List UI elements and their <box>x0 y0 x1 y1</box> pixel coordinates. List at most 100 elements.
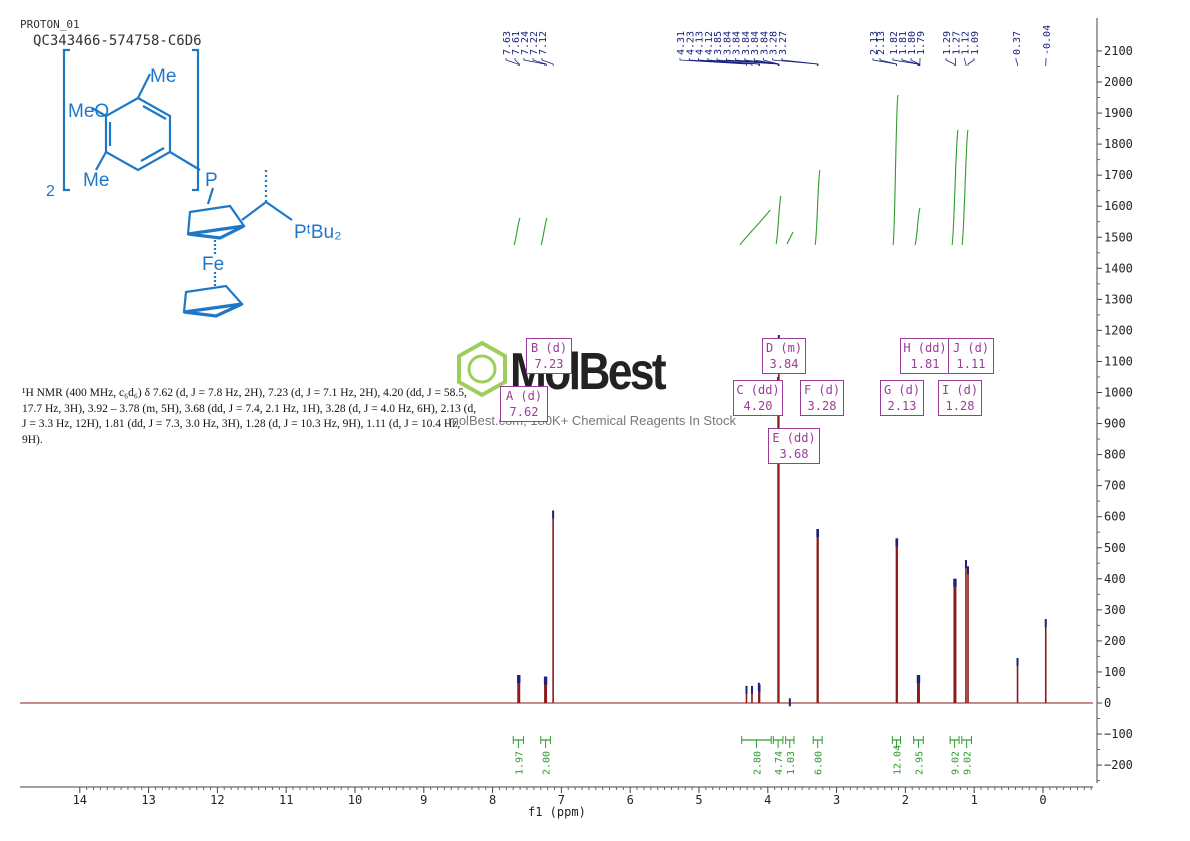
nmr-description: ¹H NMR (400 MHz, c₆d₆) δ 7.62 (d, J = 7.… <box>22 387 477 446</box>
y-tick-label: 1400 <box>1104 261 1133 275</box>
y-tick-label: 1100 <box>1104 354 1133 368</box>
peak-label: 7.12 <box>538 31 549 55</box>
peak-label-connector <box>707 58 760 66</box>
integral-curve <box>739 209 771 246</box>
multiplet-type: C (dd) <box>736 383 780 397</box>
peak-label-connector <box>901 58 919 66</box>
peak-label: 4.13 <box>695 31 706 55</box>
multiplet-box: D (m) 3.84 <box>762 338 806 374</box>
y-tick-label: 900 <box>1104 417 1126 431</box>
multiplet-type: F (d) <box>803 383 841 397</box>
x-axis: 14 13 12 11 10 9 8 7 6 5 4 3 2 1 0 <box>20 786 1093 807</box>
peak-label: 3.84 <box>722 31 733 55</box>
multiplet-box: G (d) 2.13 <box>880 380 924 416</box>
peak-label: 2.13 <box>876 31 887 55</box>
peak-label-connector <box>523 58 546 66</box>
peak-label: 4.23 <box>685 31 696 55</box>
integral-value: 2.80 <box>752 751 763 775</box>
x-tick-label: 6 <box>627 793 634 807</box>
peak-label: 1.12 <box>961 31 972 55</box>
multiplet-type: H (dd) <box>903 341 947 355</box>
multiplet-shift: 1.28 <box>945 399 975 413</box>
peak-label-connector <box>781 58 819 66</box>
multiplet-shift: 1.81 <box>910 357 940 371</box>
integral-value: 12.04 <box>892 745 903 775</box>
y-tick-label: −100 <box>1104 727 1133 741</box>
multiplet-shift: 3.84 <box>769 357 799 371</box>
x-tick-label: 14 <box>73 793 87 807</box>
x-tick-label: 2 <box>902 793 909 807</box>
y-tick-label: 1200 <box>1104 323 1133 337</box>
label-me-top: Me <box>150 66 176 87</box>
peak-label-connector <box>967 58 975 66</box>
y-tick-label: 1700 <box>1104 168 1133 182</box>
experiment-name: PROTON_01 <box>20 18 80 31</box>
peak-label-connector <box>1015 58 1018 66</box>
peak-label: 1.09 <box>970 31 981 55</box>
y-tick-label: 1600 <box>1104 199 1133 213</box>
multiplet-box: I (d) 1.28 <box>938 380 982 416</box>
peak-label: 7.61 <box>511 31 522 55</box>
peak-label: 3.27 <box>778 31 789 55</box>
x-tick-label: 12 <box>210 793 224 807</box>
peak-label-connector <box>514 58 520 66</box>
multiplet-box: C (dd) 4.20 <box>733 380 783 416</box>
peak-label: 0.37 <box>1012 31 1023 55</box>
integral-curve <box>961 129 969 246</box>
multiplet-shift: 3.68 <box>779 447 809 461</box>
multiplet-type: I (d) <box>941 383 979 397</box>
multiplet-type: J (d) <box>952 341 990 355</box>
x-tick-label: 5 <box>695 793 702 807</box>
peak-label: 7.24 <box>520 31 531 55</box>
multiplet-shift: 4.20 <box>743 399 773 413</box>
integral-value: 6.00 <box>814 751 825 775</box>
peak-label-group: 7.637.617.247.227.12 4.314.234.134.123.85… <box>502 25 1053 66</box>
multiplet-type: B (d) <box>530 341 568 355</box>
peak-label: 1.80 <box>907 31 918 55</box>
label-iron: Fe <box>202 254 224 275</box>
integral-markers: 1.97 2.00 2.80 4.74 1.03 6.00 12.04 2.95 9.02 9.0… <box>512 736 974 775</box>
y-tick-label: 1500 <box>1104 230 1133 244</box>
molecule-structure: Me MeO Me 2 P PᵗBu₂ Fe <box>46 48 341 318</box>
peak-label: 3.85 <box>713 31 724 55</box>
y-tick-label: 200 <box>1104 634 1126 648</box>
y-tick-label: 400 <box>1104 572 1126 586</box>
multiplet-shift: 2.13 <box>887 399 917 413</box>
x-tick-label: 9 <box>420 793 427 807</box>
peak-label: 1.82 <box>889 31 900 55</box>
watermark-tagline: molBest.com, 180K+ Chemical Reagents In … <box>448 413 736 428</box>
x-tick-label: 4 <box>764 793 771 807</box>
peak-label: 1.27 <box>951 31 962 55</box>
y-tick-label: 1800 <box>1104 137 1133 151</box>
y-tick-label: 100 <box>1104 665 1126 679</box>
integral-curve <box>540 217 548 246</box>
x-tick-label: 3 <box>833 793 840 807</box>
multiplet-type: D (m) <box>765 341 803 355</box>
peak-label-connector <box>964 58 967 66</box>
x-tick-label: 1 <box>971 793 978 807</box>
peak-label-connector <box>541 58 554 66</box>
y-tick-label: 1000 <box>1104 386 1133 400</box>
y-tick-label: 300 <box>1104 603 1126 617</box>
integral-value: 4.74 <box>774 751 785 775</box>
multiplet-shift: 7.23 <box>534 357 564 371</box>
label-meo: MeO <box>68 101 109 122</box>
multiplet-type: E (dd) <box>772 431 816 445</box>
y-tick-label: 0 <box>1104 696 1111 710</box>
spectrum-trace <box>20 335 1093 707</box>
integral-value: 2.00 <box>542 751 553 775</box>
peak-label: 4.12 <box>704 31 715 55</box>
peak-label-connector <box>679 58 747 66</box>
peak-label-connector <box>772 58 818 66</box>
multiplet-box: B (d) 7.23 <box>526 338 572 374</box>
peak-label: 3.84 <box>750 31 761 55</box>
y-tick-label: 2000 <box>1104 75 1133 89</box>
peak-label: 2.13 <box>869 31 880 55</box>
peak-label-connector <box>910 58 920 66</box>
peak-label: 1.29 <box>942 31 953 55</box>
peak-label: 7.22 <box>529 31 540 55</box>
peak-label: 1.79 <box>916 31 927 55</box>
peak-label-connector <box>505 58 519 66</box>
multiplet-shift: 3.28 <box>807 399 837 413</box>
peak-label: 4.31 <box>676 31 687 55</box>
